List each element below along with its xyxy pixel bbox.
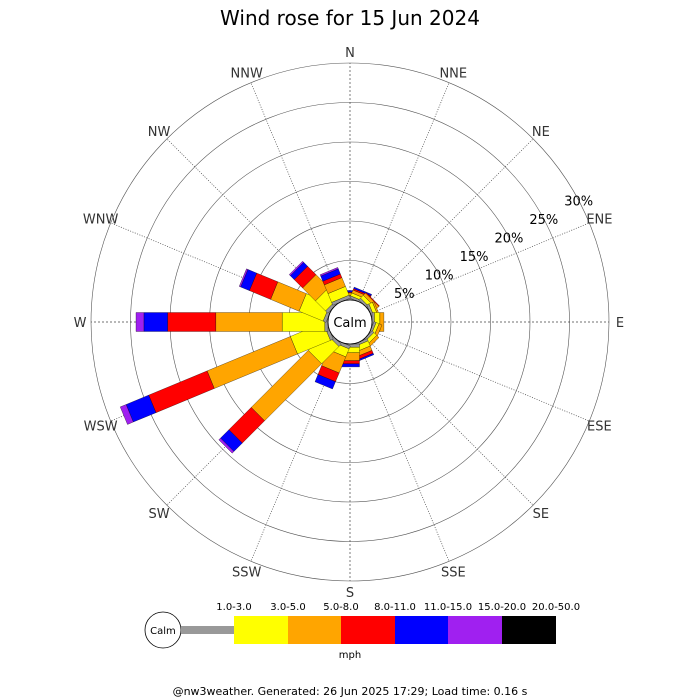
direction-label-ne: NE xyxy=(532,125,550,140)
grid-spoke xyxy=(250,342,342,562)
grid-spoke xyxy=(358,82,450,302)
direction-label-ese: ESE xyxy=(587,419,612,434)
bar-w-8.0-11.0 xyxy=(167,312,216,332)
ring-labels: 5% 10% 15% 20% 25% 30% xyxy=(394,194,593,302)
grid-spoke xyxy=(110,222,330,314)
legend-swatch-20.0-50.0 xyxy=(502,616,556,644)
grid-spoke xyxy=(166,138,335,307)
legend-label-8.0-11.0: 8.0-11.0 xyxy=(374,602,416,613)
direction-label-wsw: WSW xyxy=(84,419,118,434)
grid-spoke xyxy=(370,330,590,422)
ring-label: 5% xyxy=(394,287,415,302)
legend-swatch-11.0-15.0 xyxy=(395,616,448,644)
footer-text: @nw3weather. Generated: 26 Jun 2025 17:2… xyxy=(173,685,528,698)
direction-label-e: E xyxy=(616,316,624,331)
legend-label-1.0-3.0: 1.0-3.0 xyxy=(216,602,251,613)
direction-label-n: N xyxy=(345,46,355,61)
grid-spoke xyxy=(370,222,590,314)
direction-label-s: S xyxy=(346,586,354,601)
grid-spoke xyxy=(250,82,342,302)
legend-swatch-3.0-5.0 xyxy=(234,616,288,644)
legend-label-15.0-20.0: 15.0-20.0 xyxy=(478,602,526,613)
bar-nw-15.0-20.0 xyxy=(288,260,304,276)
chart-title: Wind rose for 15 Jun 2024 xyxy=(220,6,480,30)
direction-label-wnw: WNW xyxy=(83,213,119,228)
direction-label-ssw: SSW xyxy=(232,565,262,580)
direction-label-w: W xyxy=(74,316,87,331)
direction-label-sse: SSE xyxy=(441,565,466,580)
direction-label-nne: NNE xyxy=(439,67,467,82)
bar-w-15.0-20.0 xyxy=(135,312,145,332)
ring-label: 30% xyxy=(564,194,593,209)
ring-label: 15% xyxy=(460,250,489,265)
direction-label-sw: SW xyxy=(149,507,170,522)
speed-legend: Calm mph 1.0-3.0 3.0-5.0 5.0-8.0 8.0-11.0 11… xyxy=(144,602,580,661)
grid-spoke xyxy=(365,337,534,506)
direction-label-nnw: NNW xyxy=(231,67,263,82)
direction-label-nw: NW xyxy=(148,125,171,140)
legend-label-11.0-15.0: 11.0-15.0 xyxy=(424,602,472,613)
grid-spoke xyxy=(365,138,534,307)
ring-label: 25% xyxy=(529,213,558,228)
bar-s-11.0-15.0 xyxy=(340,363,360,368)
ring-label: 10% xyxy=(425,269,454,284)
wind-bars xyxy=(120,260,385,454)
calm-label: Calm xyxy=(333,316,366,331)
legend-label-3.0-5.0: 3.0-5.0 xyxy=(270,602,305,613)
direction-label-ene: ENE xyxy=(586,213,612,228)
bar-ne-8.0-11.0 xyxy=(365,292,380,307)
legend-swatch-1.0-3.0 xyxy=(181,626,234,634)
legend-calm-label: Calm xyxy=(150,626,176,637)
bar-sw-15.0-20.0 xyxy=(218,437,235,454)
legend-unit: mph xyxy=(339,650,361,661)
legend-swatch-5.0-8.0 xyxy=(288,616,341,644)
legend-label-5.0-8.0: 5.0-8.0 xyxy=(323,602,358,613)
direction-labels: N NNE NE ENE E ESE SE SSE S SSW SW WSW W WNW NW NNW xyxy=(74,46,625,601)
direction-label-se: SE xyxy=(533,507,549,522)
bar-nnw-15.0-20.0 xyxy=(319,267,339,277)
bar-ssw-11.0-15.0 xyxy=(314,374,336,390)
legend-label-20.0-50.0: 20.0-50.0 xyxy=(532,602,580,613)
grid-spoke xyxy=(358,342,450,562)
bar-wsw-15.0-20.0 xyxy=(120,404,134,425)
ring-label: 20% xyxy=(494,232,523,247)
calm-center: Calm xyxy=(327,299,373,345)
legend-swatch-8.0-11.0 xyxy=(341,616,395,644)
bar-wnw-15.0-20.0 xyxy=(239,268,249,288)
bar-w-11.0-15.0 xyxy=(143,312,168,332)
legend-swatch-15.0-20.0 xyxy=(448,616,502,644)
bar-w-5.0-8.0 xyxy=(215,312,283,332)
